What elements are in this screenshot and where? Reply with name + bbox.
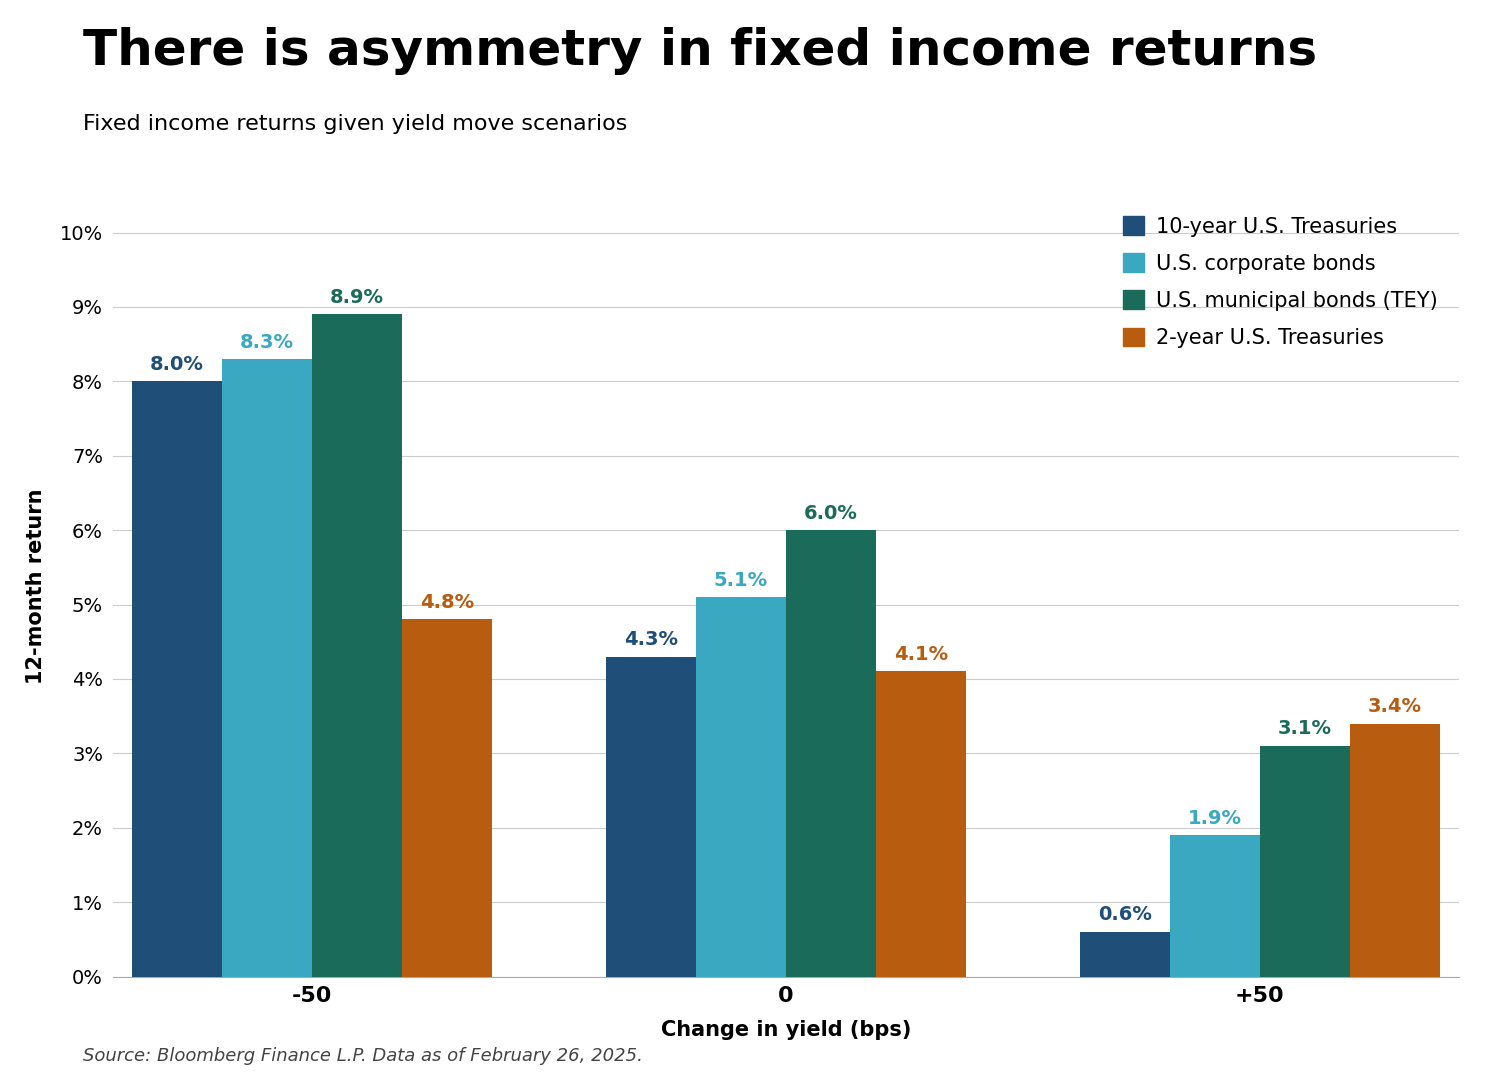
Text: 5.1%: 5.1% — [714, 571, 769, 589]
Bar — [696, 597, 785, 976]
Bar — [785, 531, 875, 976]
Text: 3.4%: 3.4% — [1369, 697, 1421, 716]
Bar — [1260, 745, 1351, 976]
Text: 8.0%: 8.0% — [150, 355, 203, 374]
Bar — [402, 620, 492, 976]
Bar — [132, 381, 221, 976]
Bar — [875, 672, 966, 976]
X-axis label: Change in yield (bps): Change in yield (bps) — [660, 1020, 911, 1041]
Bar — [221, 359, 311, 976]
Text: 0.6%: 0.6% — [1098, 905, 1152, 924]
Text: 8.9%: 8.9% — [329, 288, 384, 307]
Bar — [1351, 724, 1439, 976]
Y-axis label: 12-month return: 12-month return — [26, 488, 47, 684]
Text: 3.1%: 3.1% — [1278, 719, 1333, 739]
Bar — [311, 315, 402, 977]
Text: 6.0%: 6.0% — [805, 503, 857, 523]
Text: Fixed income returns given yield move scenarios: Fixed income returns given yield move sc… — [83, 114, 627, 133]
Bar — [606, 656, 696, 976]
Text: 4.8%: 4.8% — [420, 592, 474, 612]
Legend: 10-year U.S. Treasuries, U.S. corporate bonds, U.S. municipal bonds (TEY), 2-yea: 10-year U.S. Treasuries, U.S. corporate … — [1113, 206, 1448, 358]
Bar — [1170, 835, 1260, 976]
Text: 4.1%: 4.1% — [893, 644, 948, 664]
Text: 1.9%: 1.9% — [1188, 808, 1242, 828]
Text: 8.3%: 8.3% — [239, 332, 293, 352]
Bar — [1080, 932, 1170, 976]
Text: Source: Bloomberg Finance L.P. Data as of February 26, 2025.: Source: Bloomberg Finance L.P. Data as o… — [83, 1047, 642, 1065]
Text: There is asymmetry in fixed income returns: There is asymmetry in fixed income retur… — [83, 27, 1318, 75]
Text: 4.3%: 4.3% — [624, 630, 678, 649]
